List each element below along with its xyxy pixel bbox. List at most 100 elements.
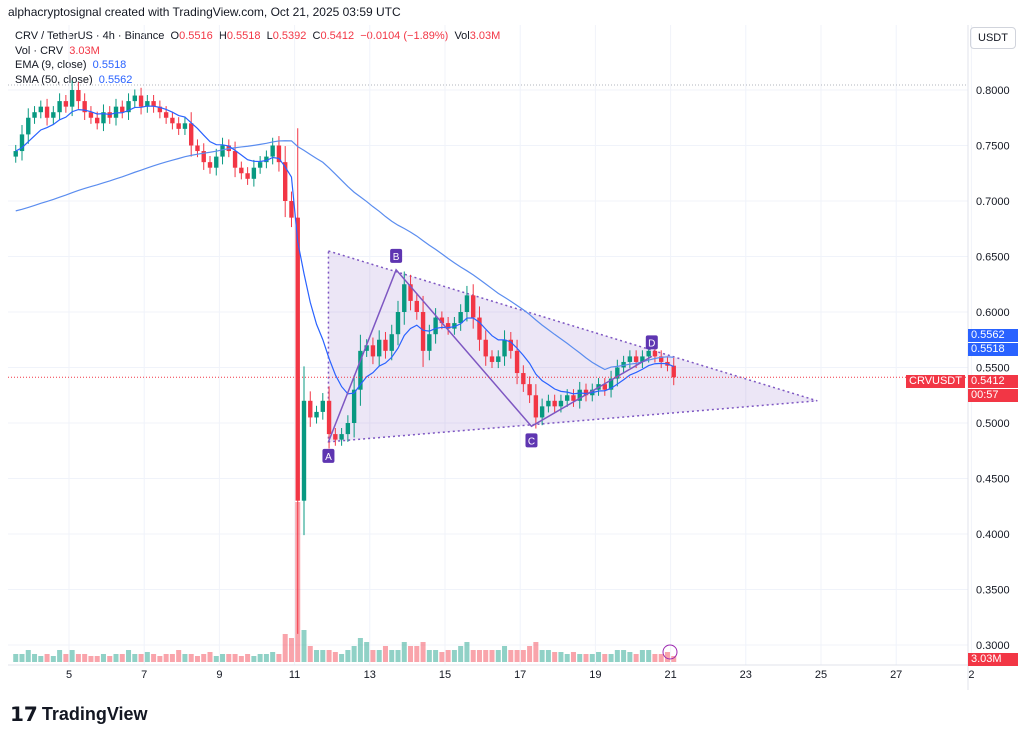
y-tick-label: 0.6500 [976, 252, 1010, 264]
candle-body [38, 106, 43, 113]
pattern-label: C [528, 436, 535, 447]
volume-bar [13, 654, 19, 662]
volume-bar [596, 652, 602, 662]
candle-body [552, 400, 557, 407]
volume-bar [439, 652, 445, 662]
volume-bar [470, 650, 476, 662]
candle-body [195, 145, 200, 152]
candle-body [527, 384, 532, 396]
candle-body [414, 300, 419, 312]
volume-bar [32, 654, 38, 662]
candle-body [408, 284, 413, 301]
volume-bar [75, 654, 81, 662]
volume-bar [445, 650, 451, 662]
volume-bar [163, 654, 169, 662]
ema-line [15, 105, 674, 395]
candle-body [333, 434, 338, 440]
x-tick-label: 11 [289, 669, 300, 681]
sma-line [15, 140, 674, 371]
candle-body [395, 312, 401, 335]
x-tick-label: 17 [514, 669, 526, 681]
candle-body [533, 395, 539, 418]
volume-bar [652, 654, 658, 662]
indicator-value: 3.03M [69, 44, 100, 57]
x-tick-label: 27 [890, 669, 902, 681]
volume-bar [257, 654, 263, 662]
candle-body [358, 350, 363, 390]
volume-bar [88, 656, 94, 662]
candle-body [464, 295, 470, 312]
candle-body [420, 312, 426, 351]
candle-body [32, 112, 37, 118]
volume-bar [201, 654, 207, 662]
candle-body [314, 411, 319, 418]
low-label: L [266, 30, 273, 42]
candle-body [546, 400, 551, 407]
legend: CRV / TetherUS · 4h · Binance O0.5516 H0… [15, 29, 500, 87]
volume-bar [169, 654, 175, 662]
candle-body [283, 162, 288, 201]
candle-body [521, 373, 526, 385]
volume-bar [213, 656, 219, 662]
candle-body [201, 151, 206, 163]
candle-body [489, 356, 495, 362]
candle-body [370, 345, 376, 357]
volume-bar [138, 654, 144, 662]
volume-indicator[interactable]: Vol · CRV 3.03M [15, 44, 500, 59]
vol-label: Vol [454, 30, 470, 42]
candle-body [477, 317, 482, 340]
candle-body [514, 350, 520, 374]
candle-body [270, 145, 275, 157]
volume-bar [232, 654, 238, 662]
candle-body [251, 167, 257, 179]
volume-bar [220, 654, 226, 662]
volume-bar [320, 650, 326, 662]
volume-bar [401, 642, 407, 662]
volume-bar [558, 652, 564, 662]
indicator-label: Vol · CRV [15, 44, 64, 57]
currency-button[interactable]: USDT [970, 27, 1016, 49]
candle-body [301, 400, 307, 501]
candle-body [82, 101, 87, 113]
last-price-tag: 0.5412 [968, 375, 1018, 388]
volume-bar [376, 650, 382, 662]
volume-bar [539, 650, 545, 662]
volume-bar [251, 656, 257, 662]
candle-body [633, 356, 639, 362]
pattern-point-d [645, 335, 658, 350]
candle-body [113, 106, 119, 118]
volume-bar [570, 652, 576, 662]
volume-bar [207, 652, 213, 662]
close-value: 0.5412 [320, 30, 355, 42]
volume-bar [144, 652, 150, 662]
candle-body [383, 339, 388, 351]
candle-body [132, 95, 137, 102]
candle-body [189, 123, 194, 146]
y-tick-label: 0.8000 [976, 85, 1010, 97]
pattern-point-b [390, 248, 403, 263]
volume-bar [270, 652, 276, 662]
indicator-value: 0.5562 [98, 73, 133, 86]
volume-bar [38, 656, 44, 662]
candle-body [138, 95, 144, 107]
volume-bar [357, 638, 363, 662]
price-chart[interactable]: 0.8000 0.7500 0.7000 0.6500 0.6000 0.5500 0.50… [0, 0, 1024, 700]
candle-body [220, 145, 225, 157]
volume-bar [564, 654, 570, 662]
volume-bar [589, 654, 595, 662]
volume-bar [533, 642, 539, 662]
candle-body [69, 90, 75, 107]
volume-bar [370, 650, 376, 662]
volume-bar [182, 654, 188, 662]
x-tick-label: 9 [216, 669, 222, 681]
symbol-name[interactable]: CRV / TetherUS · 4h · Binance [15, 30, 165, 42]
x-tick-label: 2 [968, 669, 974, 681]
sma-indicator[interactable]: SMA (50, close) 0.5562 [15, 73, 500, 88]
tradingview-logo[interactable]: 𝟭𝟳 TradingView [10, 702, 148, 727]
volume-bar [69, 650, 75, 662]
volume-bar [414, 646, 420, 662]
volume-bar [420, 642, 426, 662]
pattern-label: B [393, 252, 400, 263]
volume-bar [502, 646, 508, 662]
y-tick-label: 0.7500 [976, 141, 1010, 153]
